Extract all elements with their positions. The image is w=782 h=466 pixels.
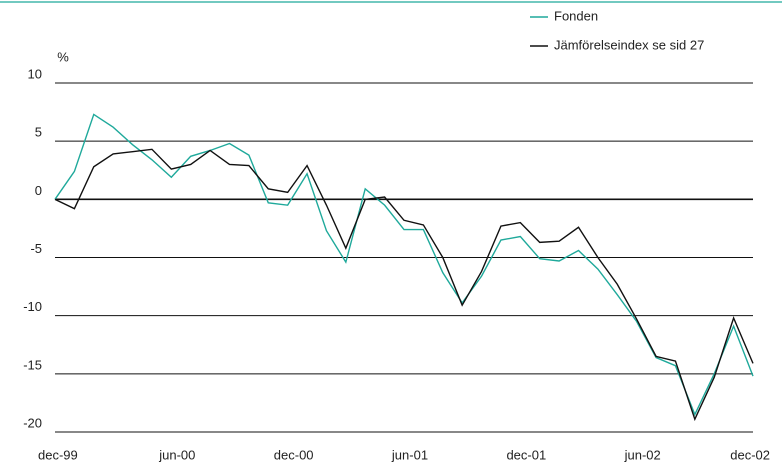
y-tick-label: -10 xyxy=(23,299,42,314)
x-tick-label: dec-00 xyxy=(274,447,314,462)
series-line xyxy=(54,148,754,422)
x-tick-label: dec-02 xyxy=(730,447,770,462)
legend-label: Jämförelseindex se sid 27 xyxy=(554,37,704,52)
x-tick-label: jun-00 xyxy=(158,447,195,462)
y-axis-label: % xyxy=(57,49,69,64)
x-tick-label: jun-02 xyxy=(624,447,661,462)
x-tick-label: dec-01 xyxy=(506,447,546,462)
x-tick-label: jun-01 xyxy=(391,447,428,462)
y-tick-label: 10 xyxy=(28,66,42,81)
x-tick-label: dec-99 xyxy=(38,447,78,462)
series-line xyxy=(54,113,754,417)
y-tick-label: -20 xyxy=(23,415,42,430)
y-tick-label: -15 xyxy=(23,357,42,372)
y-tick-label: 0 xyxy=(35,183,42,198)
y-tick-label: -5 xyxy=(30,241,42,256)
legend-label: Fonden xyxy=(554,8,598,23)
y-tick-label: 5 xyxy=(35,125,42,140)
